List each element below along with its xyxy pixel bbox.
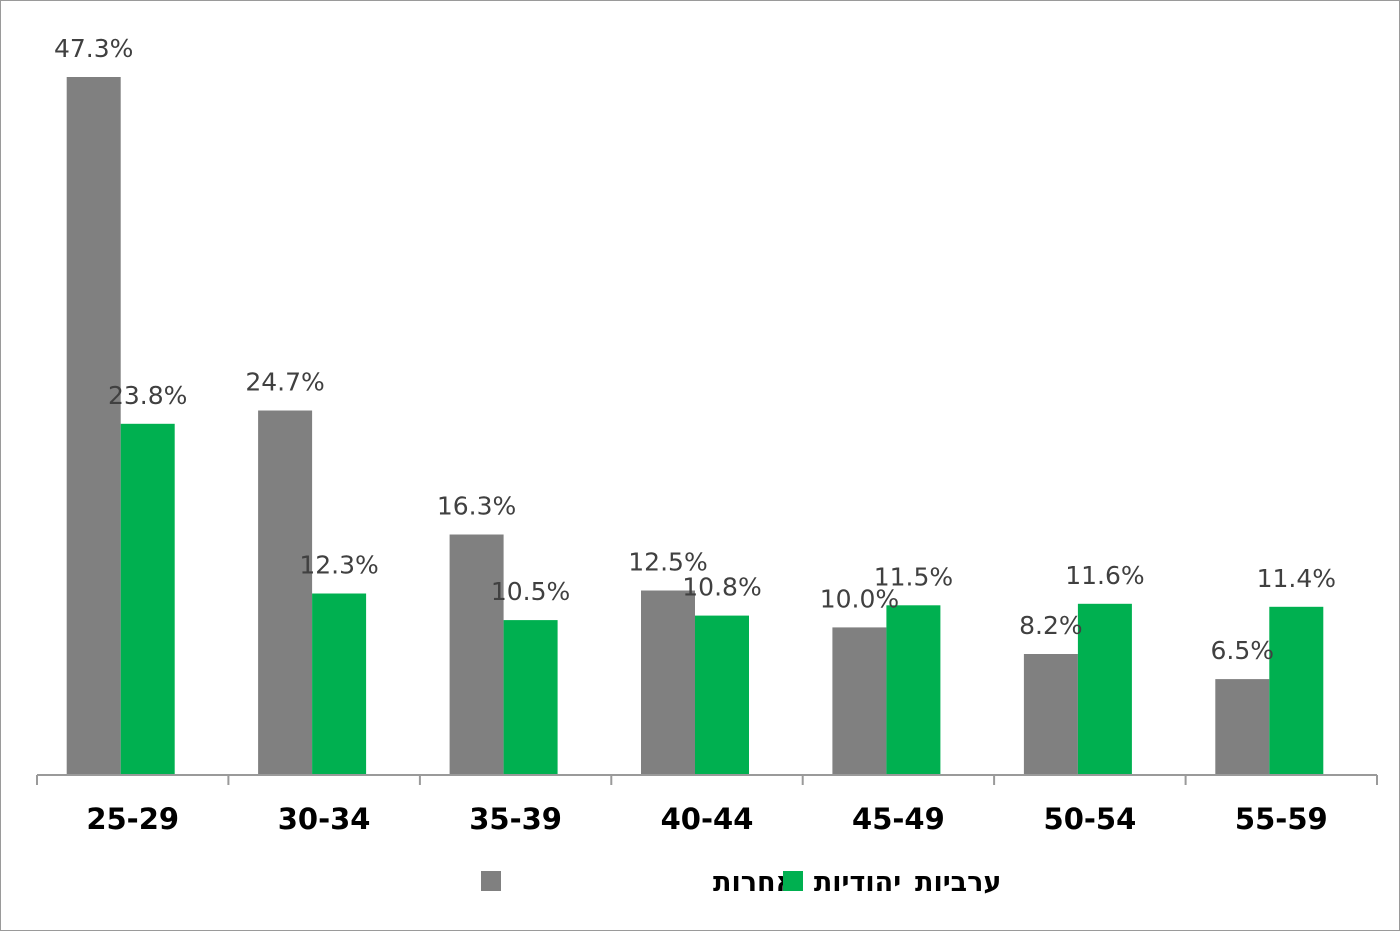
bars-group <box>66 77 1324 775</box>
bar-s1-40-44 <box>641 590 695 775</box>
data-label-s1-30-34: 24.7% <box>245 368 324 397</box>
bar-s1-25-29 <box>66 77 121 775</box>
bar-s2-30-34 <box>312 593 367 775</box>
data-label-s1-35-39: 16.3% <box>437 492 516 521</box>
bar-s1-50-54 <box>1023 654 1078 775</box>
bar-s1-35-39 <box>449 534 504 775</box>
bar-s2-40-44 <box>695 615 749 775</box>
data-label-s2-30-34: 12.3% <box>299 551 378 580</box>
data-label-s2-50-54: 11.6% <box>1065 561 1144 590</box>
bar-s2-25-29 <box>120 423 175 775</box>
legend-label-2: ערביות <box>915 867 1001 898</box>
bar-s2-55-59 <box>1269 606 1324 775</box>
bar-s1-45-49 <box>832 627 887 775</box>
legend: יהודיות ואחרות ערביות <box>481 867 1001 898</box>
category-label-30-34: 30-34 <box>278 802 371 836</box>
bar-s1-55-59 <box>1215 679 1270 775</box>
bar-s2-45-49 <box>886 605 941 775</box>
data-label-s1-50-54: 8.2% <box>1019 611 1083 640</box>
data-label-s1-40-44: 12.5% <box>628 548 707 577</box>
category-label-50-54: 50-54 <box>1044 802 1137 836</box>
data-label-s1-45-49: 10.0% <box>820 584 899 613</box>
category-label-55-59: 55-59 <box>1235 802 1328 836</box>
legend-swatch-2 <box>783 871 803 891</box>
bar-s2-35-39 <box>503 620 558 775</box>
data-label-s1-55-59: 6.5% <box>1211 636 1275 665</box>
category-label-40-44: 40-44 <box>661 802 754 836</box>
category-label-25-29: 25-29 <box>86 802 179 836</box>
data-labels-group: 47.3% 23.8% 24.7% 12.3% 16.3% 10.5% 12.5%10.8%… <box>54 34 1336 665</box>
legend-label-1: יהודיות ואחרות <box>713 867 901 898</box>
data-label-s2-55-59: 11.4% <box>1257 564 1336 593</box>
bar-s2-50-54 <box>1077 603 1132 775</box>
x-axis <box>36 774 1378 785</box>
category-label-35-39: 35-39 <box>469 802 562 836</box>
data-label-s2-45-49: 11.5% <box>874 562 953 591</box>
data-label-s2-35-39: 10.5% <box>491 577 570 606</box>
data-label-s2-25-29: 23.8% <box>108 381 187 410</box>
legend-swatch-1 <box>481 871 501 891</box>
category-labels-group: 25-29 30-34 35-39 40-44 45-49 50-54 55-59 <box>86 802 1327 836</box>
category-label-45-49: 45-49 <box>852 802 945 836</box>
data-label-s1-25-29: 47.3% <box>54 34 133 63</box>
data-label-s2-40-44: 10.8% <box>682 573 761 602</box>
bar-s1-30-34 <box>258 410 313 775</box>
